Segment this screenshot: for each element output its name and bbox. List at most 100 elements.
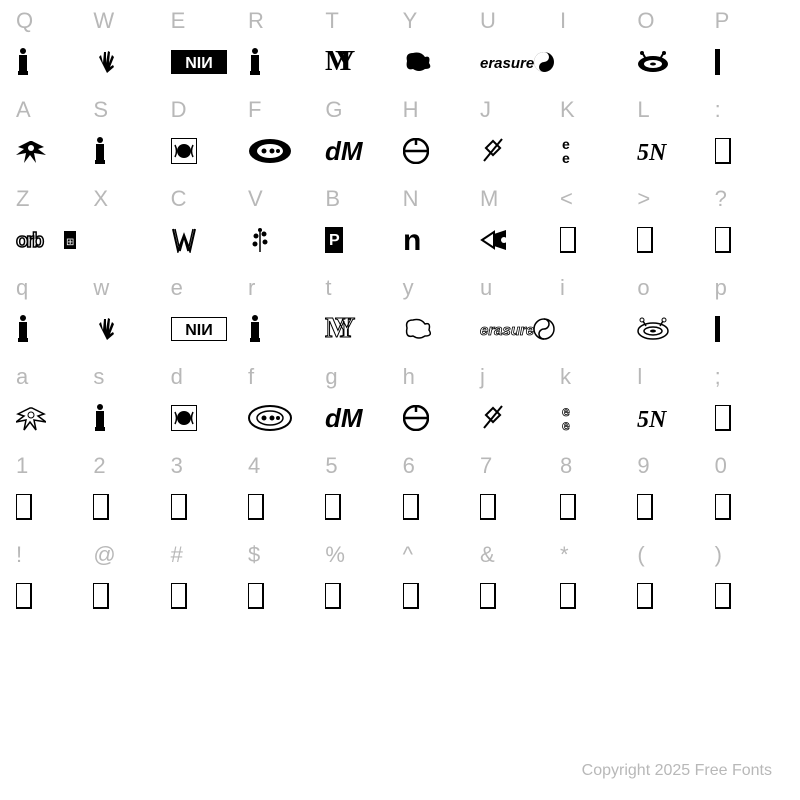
- char-label: ;: [711, 360, 721, 394]
- glyph-ufo: [633, 38, 669, 86]
- char-label: D: [167, 93, 187, 127]
- charmap-cell: C: [167, 182, 244, 271]
- charmap-cell: N: [399, 182, 476, 271]
- char-label: r: [244, 271, 255, 305]
- charmap-cell: w: [89, 271, 166, 360]
- charmap-cell: W: [89, 4, 166, 93]
- char-label: e: [167, 271, 183, 305]
- char-label: I: [556, 4, 566, 38]
- char-label: q: [12, 271, 28, 305]
- charmap-cell: #: [167, 538, 244, 627]
- glyph-box: [556, 216, 576, 264]
- charmap-cell: 3: [167, 449, 244, 538]
- charmap-cell: y: [399, 271, 476, 360]
- char-label: ): [711, 538, 722, 572]
- glyph-box: [167, 483, 187, 531]
- glyph-blob-outline: [399, 305, 435, 353]
- char-label: #: [167, 538, 183, 572]
- char-label: :: [711, 93, 721, 127]
- char-label: J: [476, 93, 491, 127]
- charmap-cell: J: [476, 93, 556, 182]
- charmap-cell: &: [476, 538, 556, 627]
- glyph-dm: [321, 127, 365, 175]
- charmap-cell: P: [711, 4, 788, 93]
- charmap-cell: T: [321, 4, 398, 93]
- charmap-cell: 2: [89, 449, 166, 538]
- char-label: @: [89, 538, 115, 572]
- glyph-nin-outline: [167, 305, 227, 353]
- glyph-figure: [89, 394, 107, 442]
- charmap-cell: q: [12, 271, 89, 360]
- charmap-cell: M: [476, 182, 556, 271]
- charmap-cell: ): [711, 538, 788, 627]
- charmap-cell: $: [244, 538, 321, 627]
- glyph-ee-fill: [556, 127, 574, 175]
- charmap-cell: h: [399, 360, 476, 449]
- glyph-box: [399, 483, 419, 531]
- char-label: Y: [399, 4, 418, 38]
- charmap-cell: O: [633, 4, 710, 93]
- glyph-box: [633, 572, 653, 620]
- char-label: V: [244, 182, 263, 216]
- glyph-box: [12, 572, 32, 620]
- charmap-cell: S: [89, 93, 166, 182]
- char-label: <: [556, 182, 573, 216]
- charmap-cell: %: [321, 538, 398, 627]
- char-label: S: [89, 93, 108, 127]
- glyph-diamond-rod: [476, 127, 506, 175]
- char-label: a: [12, 360, 28, 394]
- glyph-5n: [633, 394, 671, 442]
- glyph-n-bold: [399, 216, 427, 264]
- char-label: ^: [399, 538, 413, 572]
- charmap-cell: 0: [711, 449, 788, 538]
- char-label: L: [633, 93, 649, 127]
- char-label: 7: [476, 449, 492, 483]
- char-label: T: [321, 4, 338, 38]
- char-label: O: [633, 4, 654, 38]
- glyph-box: [556, 483, 576, 531]
- charmap-cell: f: [244, 360, 321, 449]
- glyph-sprig: [244, 216, 272, 264]
- charmap-cell: t: [321, 271, 398, 360]
- charmap-cell: 1: [12, 449, 89, 538]
- char-label: B: [321, 182, 340, 216]
- glyph-figure: [89, 127, 107, 175]
- charmap-cell: j: [476, 360, 556, 449]
- glyph-erasure-yin: [476, 38, 556, 86]
- charmap-cell: :: [711, 93, 788, 182]
- char-label: $: [244, 538, 260, 572]
- glyph-box: [89, 572, 109, 620]
- charmap-cell: a: [12, 360, 89, 449]
- glyph-5n: [633, 127, 671, 175]
- charmap-cell: k: [556, 360, 633, 449]
- charmap-cell: 6: [399, 449, 476, 538]
- glyph-box: [244, 572, 264, 620]
- char-label: F: [244, 93, 261, 127]
- char-label: H: [399, 93, 419, 127]
- charmap-cell: V: [244, 182, 321, 271]
- char-label: 2: [89, 449, 105, 483]
- charmap-cell: p: [711, 271, 788, 360]
- glyph-box: [711, 483, 731, 531]
- char-label: 8: [556, 449, 572, 483]
- glyph-figure: [12, 305, 30, 353]
- glyph-circle-h: [399, 394, 429, 442]
- char-label: >: [633, 182, 650, 216]
- charmap-cell: Q: [12, 4, 89, 93]
- glyph-box: [556, 572, 576, 620]
- charmap-cell: d: [167, 360, 244, 449]
- glyph-box: [711, 572, 731, 620]
- glyph-box: [711, 394, 731, 442]
- charmap-cell: ^: [399, 538, 476, 627]
- charmap-cell: ;: [711, 360, 788, 449]
- charmap-cell: r: [244, 271, 321, 360]
- char-label: y: [399, 271, 414, 305]
- charmap-cell: F: [244, 93, 321, 182]
- glyph-my-outline: [321, 305, 359, 353]
- charmap-cell: R: [244, 4, 321, 93]
- charmap-cell: g: [321, 360, 398, 449]
- char-label: 9: [633, 449, 649, 483]
- charmap-cell: (: [633, 538, 710, 627]
- glyph-oval-fill: [244, 127, 292, 175]
- glyph-figure: [244, 305, 262, 353]
